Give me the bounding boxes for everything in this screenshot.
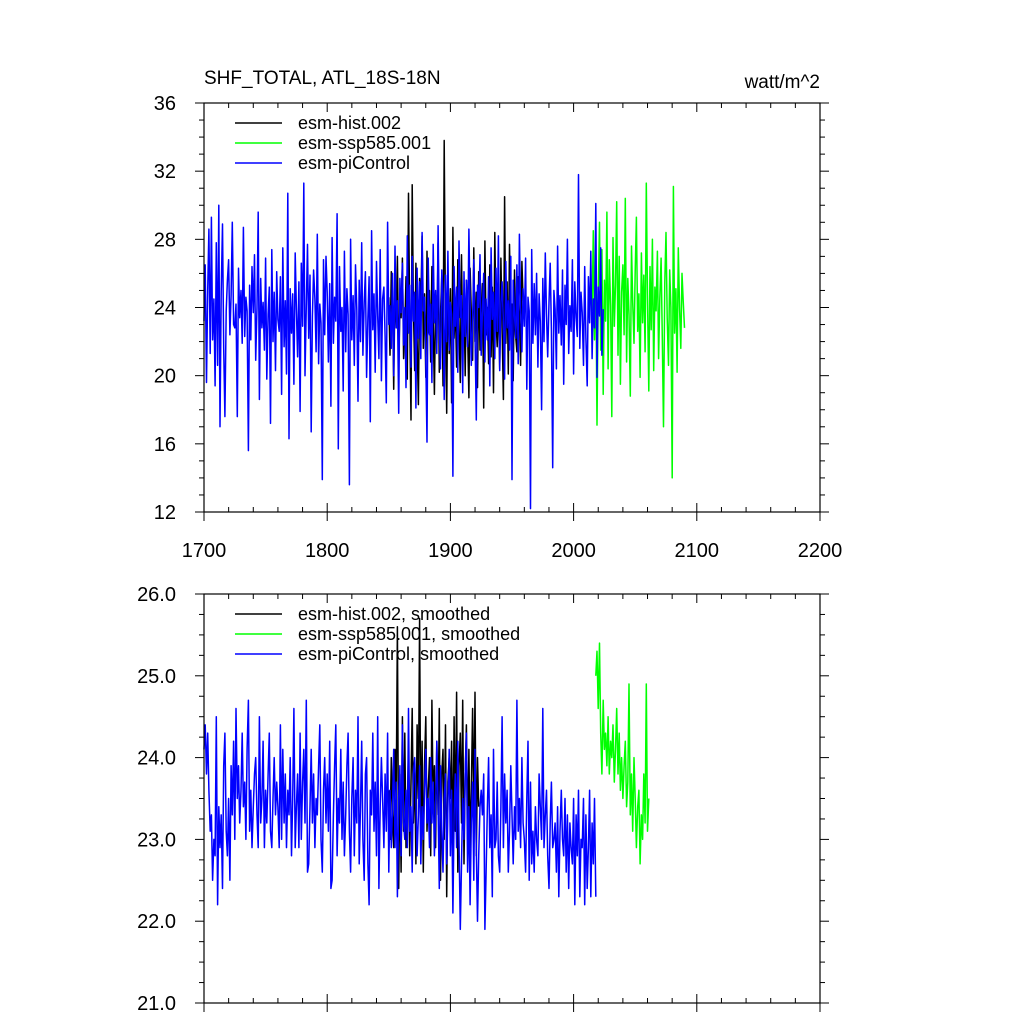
y-tick-label: 25.0 bbox=[137, 666, 176, 688]
y-tick-label: 22.0 bbox=[137, 911, 176, 933]
series-line-1 bbox=[591, 182, 686, 479]
legend-label: esm-ssp585.001 bbox=[298, 133, 431, 153]
y-tick-label: 16 bbox=[154, 434, 176, 456]
y-tick-label: 24.0 bbox=[137, 748, 176, 770]
x-tick-label: 1900 bbox=[428, 540, 473, 562]
legend-label: esm-piControl bbox=[298, 153, 410, 173]
y-tick-label: 36 bbox=[154, 93, 176, 115]
x-tick-label: 1800 bbox=[305, 540, 350, 562]
series-line-1 bbox=[595, 642, 650, 865]
legend-label: esm-hist.002 bbox=[298, 113, 401, 133]
y-tick-label: 23.0 bbox=[137, 829, 176, 851]
y-tick-label: 12 bbox=[154, 502, 176, 524]
x-tick-label: 2000 bbox=[551, 540, 596, 562]
x-tick-label: 2100 bbox=[675, 540, 720, 562]
y-tick-label: 28 bbox=[154, 229, 176, 251]
top-panel: 12 16 20 24 28 32 36 1700 1800 1900 2000 2100 2200 e… bbox=[154, 68, 843, 562]
y-tick-label: 32 bbox=[154, 161, 176, 183]
series-line-2 bbox=[203, 173, 604, 510]
y-tick-label: 26.0 bbox=[137, 584, 176, 606]
series-line-2 bbox=[203, 699, 597, 931]
chart-title: SHF_TOTAL, ATL_18S-18N bbox=[204, 68, 441, 89]
legend-label: esm-ssp585.001, smoothed bbox=[298, 624, 520, 644]
units-label: watt/m^2 bbox=[744, 72, 820, 93]
bottom-panel: 21.0 22.0 23.0 24.0 25.0 26.0 esm-hist.002, s… bbox=[137, 584, 829, 1015]
y-tick-label: 24 bbox=[154, 298, 176, 320]
y-tick-label: 20 bbox=[154, 366, 176, 388]
x-tick-label: 2200 bbox=[798, 540, 843, 562]
x-tick-label: 1700 bbox=[182, 540, 227, 562]
y-tick-label: 21.0 bbox=[137, 993, 176, 1015]
series-line-0 bbox=[388, 139, 524, 421]
legend-label: esm-piControl, smoothed bbox=[298, 644, 499, 664]
legend-label: esm-hist.002, smoothed bbox=[298, 604, 490, 624]
